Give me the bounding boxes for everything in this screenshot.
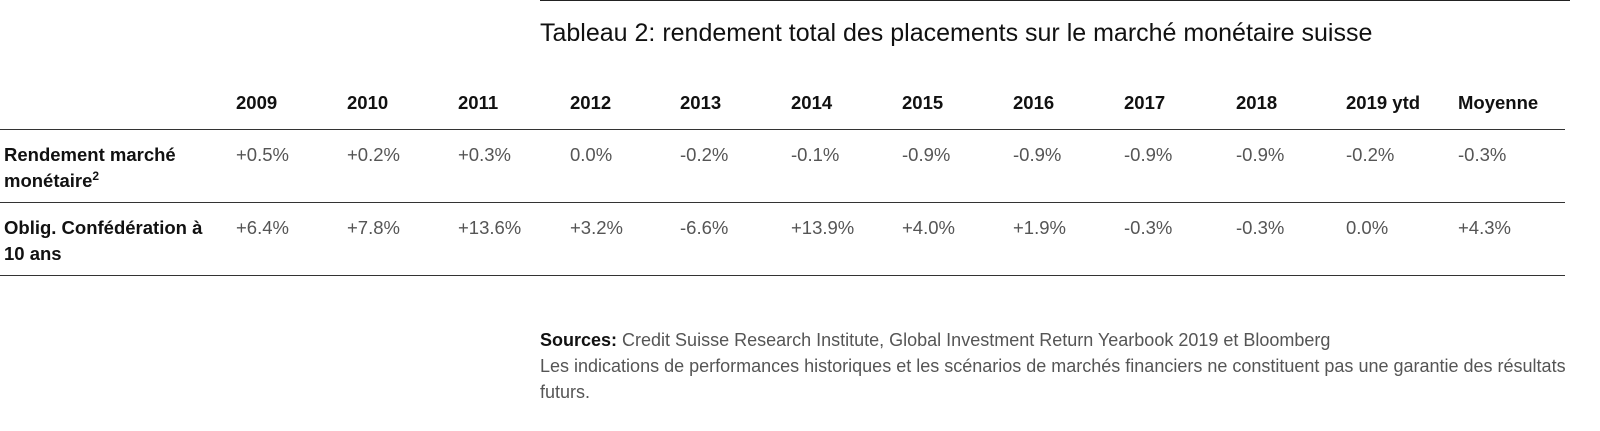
table-cell: 0.0% <box>1346 217 1389 238</box>
returns-table: 2009 2010 2011 2012 2013 2014 2015 2016 2017 2018… <box>0 84 1565 276</box>
table-cell: +13.9% <box>791 217 855 238</box>
table-cell: +7.8% <box>347 217 400 238</box>
table-title-block: Tableau 2: rendement total des placement… <box>540 0 1570 49</box>
column-header: 2014 <box>791 92 833 113</box>
table-row: Oblig. Confédération à 10 ans +6.4% +7.8%… <box>0 202 1565 276</box>
table-cell: 0.0% <box>570 144 613 165</box>
table-cell: +0.3% <box>458 144 511 165</box>
table-cell: -0.3% <box>1236 217 1285 238</box>
column-header: Moyenne <box>1458 92 1539 113</box>
row-label: Rendement marché monétaire2 <box>4 144 176 191</box>
table-cell: +4.0% <box>902 217 955 238</box>
disclaimer-text: Les indications de performances historiq… <box>540 356 1566 402</box>
column-header: 2016 <box>1013 92 1055 113</box>
sources-line: Sources: Credit Suisse Research Institut… <box>540 327 1570 353</box>
column-header: 2011 <box>458 92 499 113</box>
table-cell: -0.3% <box>1124 217 1173 238</box>
column-header: 2013 <box>680 92 722 113</box>
table-cell: +4.3% <box>1458 217 1511 238</box>
table-cell: +3.2% <box>570 217 623 238</box>
column-header: 2010 <box>347 92 389 113</box>
table-cell: -6.6% <box>680 217 729 238</box>
footnote-marker: 2 <box>92 169 100 183</box>
table-cell: +6.4% <box>236 217 289 238</box>
row-label: Oblig. Confédération à 10 ans <box>4 217 203 264</box>
table-row: Rendement marché monétaire2 +0.5% +0.2% +0… <box>0 129 1565 202</box>
column-header: 2018 <box>1236 92 1278 113</box>
table-cell: +13.6% <box>458 217 522 238</box>
table-cell: -0.1% <box>791 144 840 165</box>
table-cell: +0.5% <box>236 144 289 165</box>
table-cell: +1.9% <box>1013 217 1066 238</box>
sources-text: Credit Suisse Research Institute, Global… <box>617 330 1331 350</box>
column-header: 2019 ytd <box>1346 92 1421 113</box>
table-cell: -0.3% <box>1458 144 1507 165</box>
column-header: 2012 <box>570 92 612 113</box>
table-cell: -0.9% <box>1236 144 1285 165</box>
column-header: 2017 <box>1124 92 1166 113</box>
table-cell: -0.9% <box>1124 144 1173 165</box>
table-cell: -0.9% <box>902 144 951 165</box>
sources-label: Sources: <box>540 330 618 350</box>
table-cell: -0.2% <box>1346 144 1395 165</box>
table-cell: -0.2% <box>680 144 729 165</box>
table-title: Tableau 2: rendement total des placement… <box>540 19 1373 47</box>
column-header: 2009 <box>236 92 278 113</box>
table-cell: -0.9% <box>1013 144 1062 165</box>
table-header-row: 2009 2010 2011 2012 2013 2014 2015 2016 2017 2018… <box>0 84 1565 129</box>
column-header: 2015 <box>902 92 944 113</box>
table-cell: +0.2% <box>347 144 400 165</box>
sources-note: Sources: Credit Suisse Research Institut… <box>540 327 1570 405</box>
